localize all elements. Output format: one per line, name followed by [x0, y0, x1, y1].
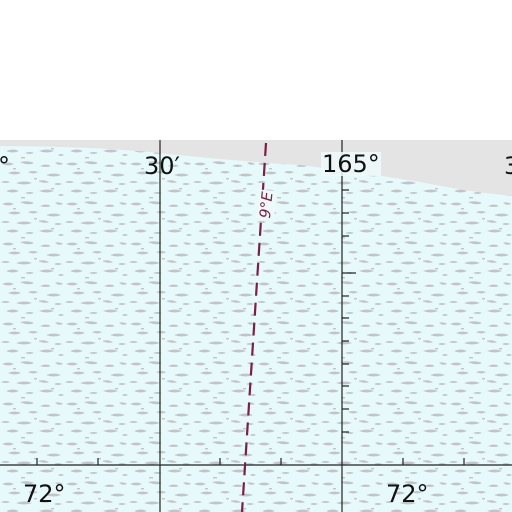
longitude-label-30-minutes: 30′ [144, 152, 180, 180]
sea-ice-area [0, 140, 512, 512]
ice-shelf-edge [0, 140, 512, 196]
longitude-label-165: 165° [321, 150, 381, 178]
latitude-label-right: 72° [386, 480, 429, 508]
longitude-label-left-fragment: ° [0, 152, 10, 180]
graticule-ticks [36, 189, 465, 465]
latitude-label-left: 72° [23, 480, 66, 508]
longitude-label-right-fragment: 3 [504, 152, 512, 180]
declination-label: 9°E [255, 189, 277, 221]
